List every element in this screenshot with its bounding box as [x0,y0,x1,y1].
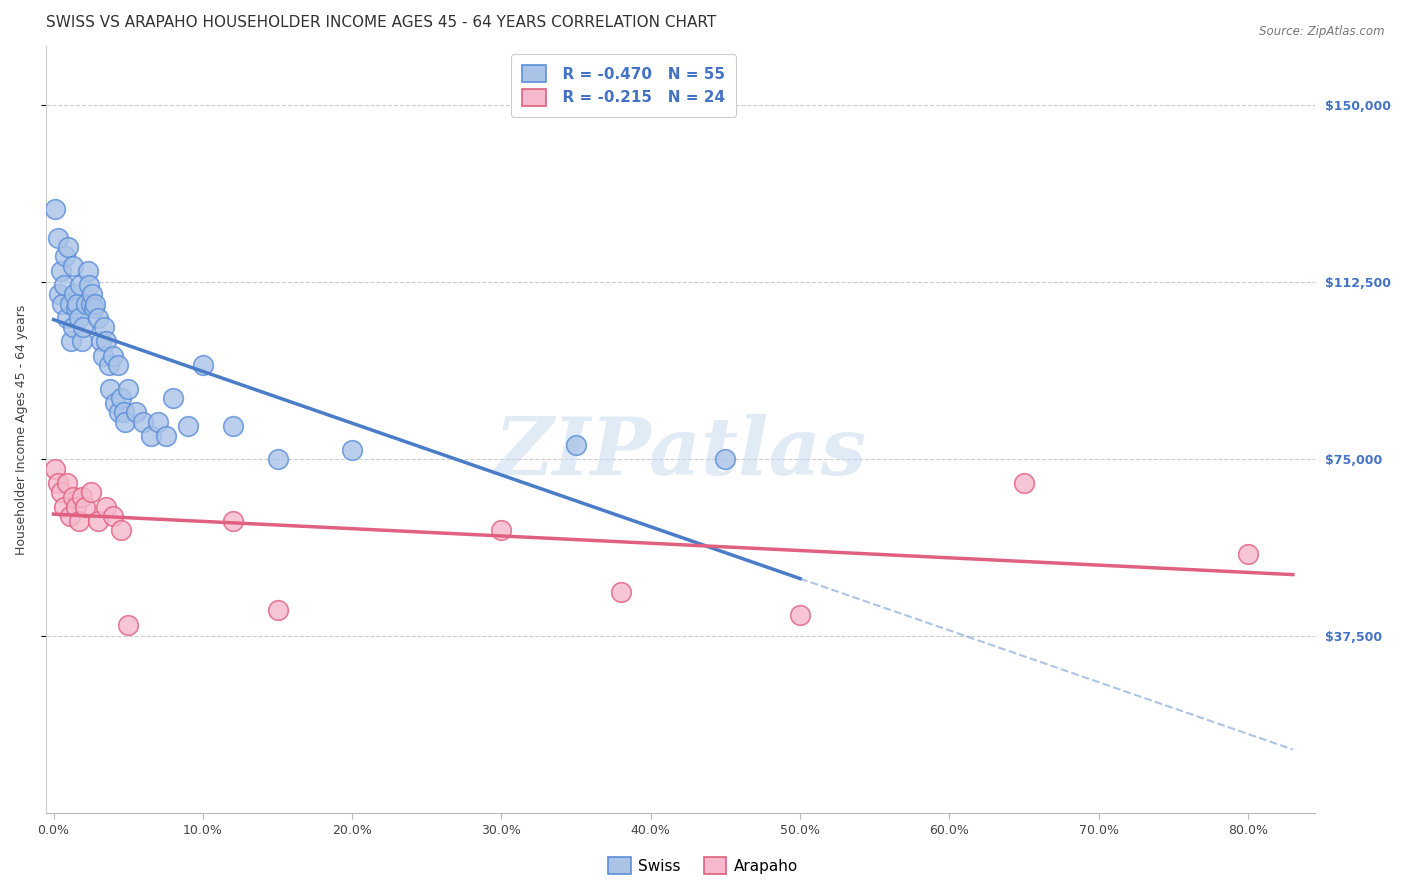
Point [177,419,200,434]
Point [714,452,737,467]
Point [73,500,96,514]
Point [98,382,121,396]
Point [53,277,76,292]
Point [94,500,117,514]
Point [69,277,91,292]
Point [84,296,107,310]
Point [82,287,104,301]
Point [1012,476,1035,491]
Point [44,462,66,476]
Point [132,415,155,429]
Point [80,296,103,310]
Point [87,310,110,325]
Point [62,490,84,504]
Point [58,240,80,254]
Point [60,334,83,349]
Point [610,584,633,599]
Point [155,429,177,443]
Point [56,310,79,325]
Point [87,514,110,528]
Point [53,500,76,514]
Point [103,509,125,524]
Point [65,301,87,316]
Point [48,287,70,301]
Point [80,485,103,500]
Point [222,514,245,528]
Point [44,202,66,217]
Point [62,259,84,273]
Point [90,334,112,349]
Point [56,476,79,491]
Point [139,429,162,443]
Point [340,442,363,457]
Point [108,405,131,419]
Text: ZIPatlas: ZIPatlas [495,414,866,491]
Point [94,334,117,349]
Text: SWISS VS ARAPAHO HOUSEHOLDER INCOME AGES 45 - 64 YEARS CORRELATION CHART: SWISS VS ARAPAHO HOUSEHOLDER INCOME AGES… [46,15,716,30]
Point [49,485,72,500]
Point [67,310,90,325]
Point [110,391,132,405]
Point [117,382,139,396]
Point [70,490,93,504]
Point [46,476,69,491]
Point [107,358,129,372]
Point [83,301,105,316]
Point [76,263,98,277]
Point [51,296,73,310]
Point [72,320,94,334]
Point [191,358,214,372]
Point [75,296,97,310]
Point [66,296,89,310]
Point [114,415,136,429]
Point [112,405,135,419]
Legend:   R = -0.470   N = 55,   R = -0.215   N = 24: R = -0.470 N = 55, R = -0.215 N = 24 [510,54,737,117]
Y-axis label: Householder Income Ages 45 - 64 years: Householder Income Ages 45 - 64 years [15,305,28,555]
Point [62,320,84,334]
Point [110,523,132,537]
Point [104,396,127,410]
Text: Source: ZipAtlas.com: Source: ZipAtlas.com [1260,25,1385,38]
Point [49,263,72,277]
Point [93,320,115,334]
Point [67,514,90,528]
Point [97,358,120,372]
Point [55,250,77,264]
Point [65,500,87,514]
Point [46,230,69,244]
Point [789,608,811,623]
Point [103,349,125,363]
Point [63,287,86,301]
Point [266,452,288,467]
Point [79,277,101,292]
Point [124,405,146,419]
Point [91,349,114,363]
Point [162,391,184,405]
Point [59,296,82,310]
Point [266,603,288,617]
Point [491,523,513,537]
Point [565,438,588,452]
Point [222,419,245,434]
Point [70,334,93,349]
Point [1237,547,1260,561]
Legend: Swiss, Arapaho: Swiss, Arapaho [602,851,804,880]
Point [117,617,139,632]
Point [146,415,169,429]
Point [59,509,82,524]
